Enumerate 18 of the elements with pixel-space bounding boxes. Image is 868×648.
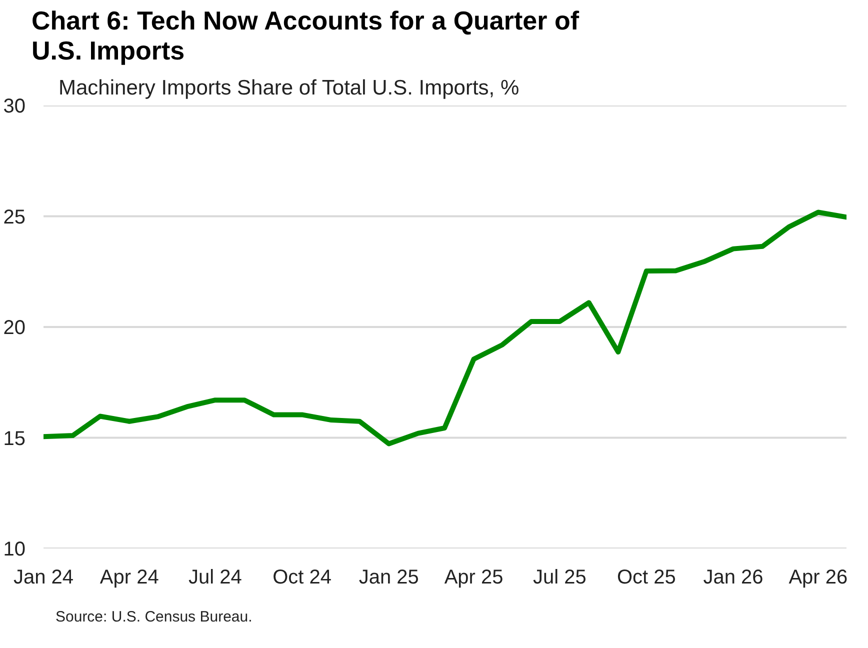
x-tick-label: Jan 25 — [358, 566, 419, 588]
x-tick-label: Jul 24 — [188, 566, 242, 588]
y-tick-label: 25 — [3, 206, 26, 228]
x-tick-label: Jan 24 — [13, 566, 74, 588]
y-axis-title: Machinery Imports Share of Total U.S. Imports, % — [58, 76, 520, 100]
x-tick-label: Jul 25 — [532, 566, 586, 588]
x-tick-label: Apr 24 — [100, 566, 159, 588]
y-tick-label: 10 — [3, 538, 26, 560]
x-tick-label: Oct 25 — [617, 566, 676, 588]
x-tick-label: Apr 26 — [788, 566, 848, 588]
y-tick-label: 30 — [3, 96, 26, 118]
y-tick-label: 20 — [3, 317, 26, 339]
chart-title: Chart 6: Tech Now Accounts for a Quarter of U.S. Imports — [32, 6, 580, 66]
y-tick-label: 15 — [3, 428, 26, 450]
x-tick-label: Apr 25 — [444, 566, 504, 588]
x-tick-label: Jan 26 — [703, 566, 764, 588]
source-note: Source: U.S. Census Bureau. — [56, 608, 252, 626]
x-tick-label: Oct 24 — [272, 566, 332, 588]
